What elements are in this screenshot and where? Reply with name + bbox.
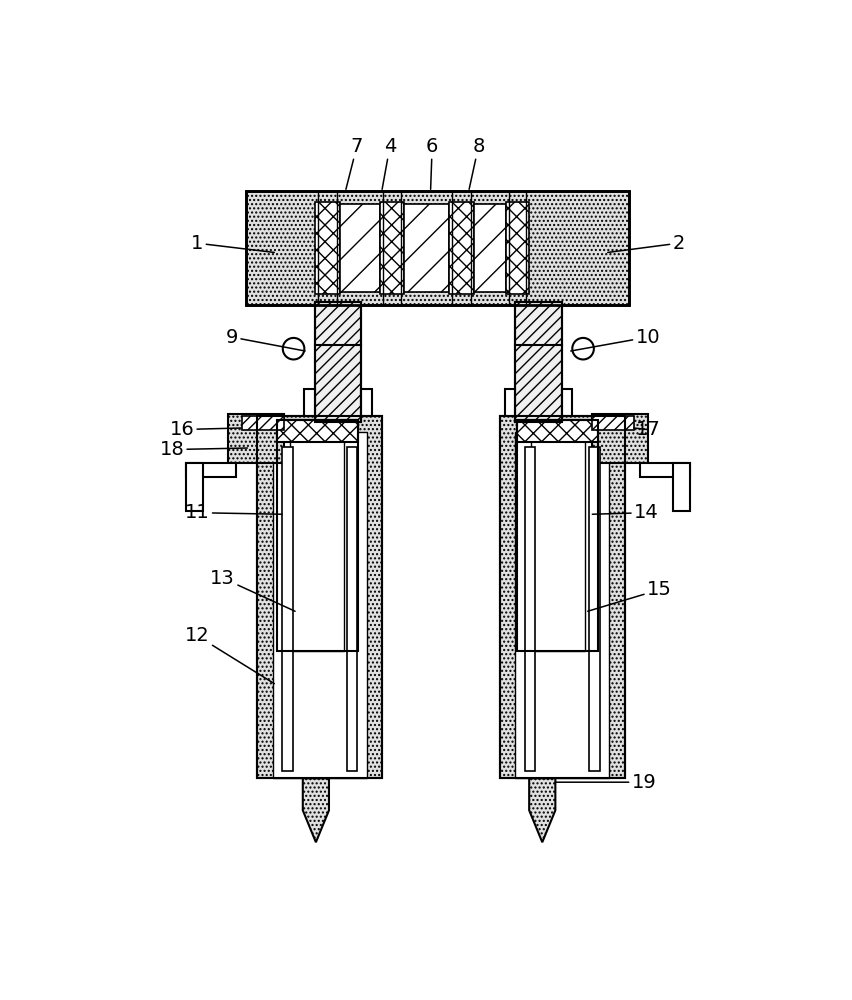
Bar <box>276 420 358 442</box>
Bar <box>314 202 339 294</box>
Text: 16: 16 <box>170 420 241 439</box>
Bar <box>242 416 284 430</box>
Text: 9: 9 <box>226 328 305 351</box>
Text: 7: 7 <box>346 137 362 189</box>
Text: 14: 14 <box>591 503 658 522</box>
Bar <box>276 420 358 651</box>
Polygon shape <box>528 778 555 842</box>
Text: 2: 2 <box>607 234 684 253</box>
Bar <box>561 389 572 416</box>
Bar <box>515 432 608 778</box>
Bar <box>452 191 470 305</box>
Polygon shape <box>302 778 329 842</box>
Bar <box>186 463 235 477</box>
Text: 1: 1 <box>191 234 274 253</box>
Bar <box>672 463 689 511</box>
Bar <box>361 389 371 416</box>
Bar <box>383 191 401 305</box>
Bar <box>291 420 344 651</box>
Bar <box>589 447 599 771</box>
Bar <box>314 302 361 422</box>
Bar <box>404 204 448 292</box>
Bar <box>516 420 598 651</box>
Bar <box>499 416 624 778</box>
Bar <box>530 420 584 651</box>
Bar <box>639 463 689 477</box>
Bar <box>448 202 473 294</box>
Text: 6: 6 <box>425 137 438 189</box>
Text: 17: 17 <box>633 420 659 439</box>
Bar <box>273 432 366 778</box>
Bar <box>282 447 292 771</box>
Bar <box>473 204 505 292</box>
Text: 8: 8 <box>469 137 484 189</box>
Bar <box>590 414 647 463</box>
Bar <box>339 204 379 292</box>
Bar <box>515 302 561 422</box>
Text: 15: 15 <box>587 580 671 611</box>
Bar <box>505 202 528 294</box>
Bar <box>515 302 561 422</box>
Text: 4: 4 <box>382 137 395 189</box>
Bar <box>504 389 515 416</box>
Bar <box>318 191 337 305</box>
Text: 11: 11 <box>185 503 282 522</box>
Bar <box>516 420 598 651</box>
Bar <box>227 414 284 463</box>
Bar <box>590 416 633 430</box>
Bar <box>509 191 526 305</box>
Bar <box>257 416 382 778</box>
Circle shape <box>283 338 304 359</box>
Text: 19: 19 <box>555 773 655 792</box>
Bar <box>524 447 535 771</box>
Circle shape <box>572 338 593 359</box>
Bar <box>245 191 628 305</box>
Bar <box>276 420 358 651</box>
Text: 12: 12 <box>185 626 274 684</box>
Bar <box>304 389 314 416</box>
Bar <box>245 191 628 305</box>
Bar <box>257 416 382 778</box>
Bar <box>314 302 361 422</box>
Bar <box>379 202 404 294</box>
Bar <box>346 447 357 771</box>
Text: 13: 13 <box>210 569 295 611</box>
Bar <box>186 463 203 511</box>
Bar <box>516 420 598 442</box>
Text: 10: 10 <box>570 328 659 351</box>
Text: 18: 18 <box>159 440 247 459</box>
Bar <box>499 416 624 778</box>
